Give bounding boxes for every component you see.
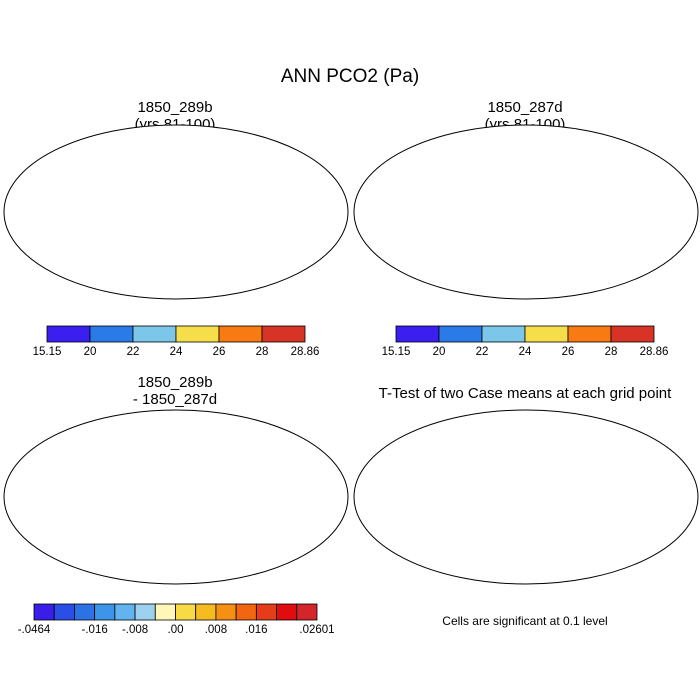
colorbar-case1-tick-label: 28.86 — [291, 346, 320, 358]
colorbar-diff-swatch — [94, 603, 116, 621]
colorbar-case2-tick-label: 24 — [519, 346, 532, 358]
panel-title-ttest: T-Test of two Case means at each grid po… — [340, 385, 700, 402]
colorbar-case2-tick-label: 28.86 — [640, 346, 669, 358]
colorbar-case2-swatch — [395, 325, 440, 343]
colorbar-case1-swatch — [46, 325, 91, 343]
colorbar-diff-swatch — [255, 603, 277, 621]
colorbar-diff-swatch — [195, 603, 217, 621]
panel-title-case1-line1: 1850_289b — [137, 99, 213, 116]
colorbar-diff-swatch — [33, 603, 55, 621]
colorbar-case2-swatch — [567, 325, 612, 343]
panel-title-case2-line1: 1850_287d — [487, 99, 563, 116]
colorbar-diff-swatch — [235, 603, 257, 621]
colorbar-case1-swatch — [175, 325, 220, 343]
colorbar-diff-swatch — [175, 603, 197, 621]
colorbar-case2-tick-label: 15.15 — [382, 346, 411, 358]
panel-title-diff-line1: 1850_289b — [137, 374, 213, 391]
colorbar-case1-tick-label: 26 — [213, 346, 226, 358]
figure-title: ANN PCO2 (Pa) — [280, 66, 420, 87]
colorbar-diff-tick-label: .00 — [168, 624, 184, 636]
colorbar-diff-swatch — [114, 603, 136, 621]
colorbar-diff-swatch — [53, 603, 75, 621]
colorbar-case2-swatch — [610, 325, 655, 343]
colorbar-case2-swatch — [524, 325, 569, 343]
colorbar-case1: 15.15 20 22 24 26 28 28.86 — [33, 325, 320, 358]
colorbar-diff-tick-label: .02601 — [299, 624, 334, 636]
colorbar-case1-tick-label: 28 — [256, 346, 269, 358]
map-panel-ttest — [353, 409, 699, 585]
colorbar-case1-tick-label: 15.15 — [33, 346, 62, 358]
panel-title-diff-line2: - 1850_287d — [132, 391, 218, 408]
colorbar-diff: -.0464 -.016 -.008 .00 .008 .016 .02601 — [18, 603, 335, 636]
colorbar-diff-swatch — [134, 603, 156, 621]
colorbar-case1-swatch — [218, 325, 263, 343]
colorbar-case1-tick-label: 24 — [170, 346, 183, 358]
colorbar-diff-swatch — [276, 603, 298, 621]
colorbar-case2-tick-label: 28 — [605, 346, 618, 358]
colorbar-case2-tick-label: 26 — [562, 346, 575, 358]
colorbar-case2-swatch — [438, 325, 483, 343]
colorbar-diff-swatch — [154, 603, 176, 621]
map-panel-case1 — [3, 124, 349, 300]
map-panel-case2 — [353, 124, 699, 300]
colorbar-diff-tick-label: -.016 — [82, 624, 108, 636]
panel-title-diff: 1850_289b - 1850_287d — [25, 374, 325, 408]
colorbar-case1-swatch — [132, 325, 177, 343]
colorbar-case2: 15.15 20 22 24 26 28 28.86 — [382, 325, 669, 358]
panel-title-ttest-line1: T-Test of two Case means at each grid po… — [378, 385, 672, 402]
colorbar-case2-tick-label: 20 — [433, 346, 446, 358]
colorbar-diff-tick-label: -.008 — [122, 624, 148, 636]
colorbar-diff-swatch — [296, 603, 318, 621]
map-panel-diff — [3, 409, 349, 585]
colorbar-diff-swatch — [215, 603, 237, 621]
significance-note: Cells are significant at 0.1 level — [442, 614, 608, 628]
colorbar-diff-swatch — [74, 603, 96, 621]
colorbar-case2-swatch — [481, 325, 526, 343]
colorbar-case1-tick-label: 22 — [127, 346, 140, 358]
colorbar-diff-tick-label: .008 — [205, 624, 227, 636]
colorbar-case2-tick-label: 22 — [476, 346, 489, 358]
colorbar-case1-tick-label: 20 — [84, 346, 97, 358]
colorbar-case1-swatch — [89, 325, 134, 343]
colorbar-diff-tick-label: .016 — [245, 624, 267, 636]
colorbar-case1-swatch — [261, 325, 306, 343]
colorbar-diff-tick-label: -.0464 — [18, 624, 51, 636]
